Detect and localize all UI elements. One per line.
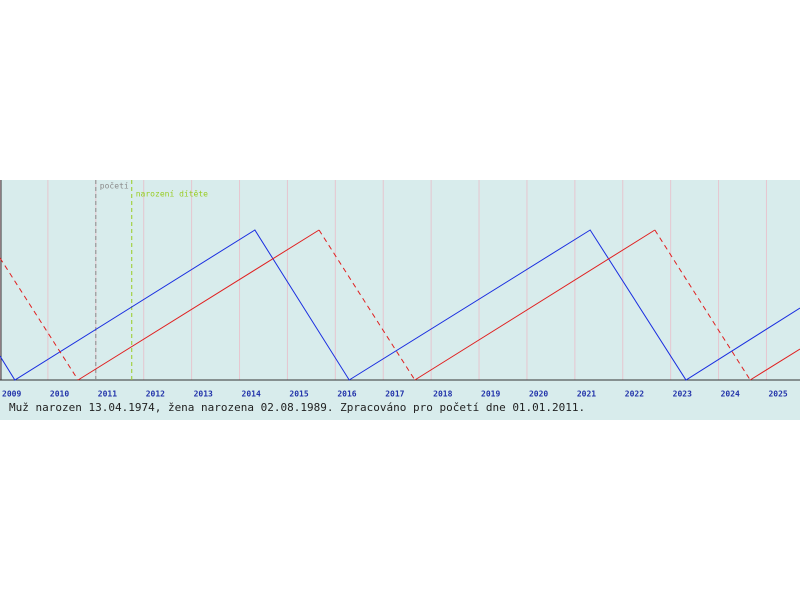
marker-label: početí — [100, 181, 129, 191]
x-tick-label: 2014 — [242, 390, 261, 399]
x-tick-label: 2015 — [289, 390, 308, 399]
series-line — [0, 229, 800, 381]
x-tick-label: 2020 — [529, 390, 548, 399]
x-tick-label: 2017 — [385, 390, 404, 399]
x-tick-label: 2009 — [2, 390, 21, 399]
x-tick-label: 2019 — [481, 390, 500, 399]
x-tick-label: 2013 — [194, 390, 213, 399]
x-tick-label: 2025 — [768, 390, 787, 399]
plot-area: 2009 2010 2011 2012 2013 2014 2015 2016 2017 2018… — [0, 180, 800, 399]
marker-label: narození dítěte — [136, 190, 208, 199]
x-tick-label: 2012 — [146, 390, 165, 399]
series-line — [77, 229, 800, 381]
x-tick-label: 2021 — [577, 390, 596, 399]
x-tick-label: 2011 — [98, 390, 117, 399]
x-tick-label: 2018 — [433, 390, 452, 399]
caption: Muž narozen 13.04.1974, žena narozena 02… — [9, 401, 585, 414]
x-tick-label: 2016 — [337, 390, 356, 399]
x-tick-label: 2010 — [50, 390, 69, 399]
x-tick-label: 2023 — [673, 390, 692, 399]
x-tick-label: 2024 — [721, 390, 740, 399]
series-line — [0, 229, 751, 381]
chart-background — [0, 180, 800, 420]
x-tick-label: 2022 — [625, 390, 644, 399]
